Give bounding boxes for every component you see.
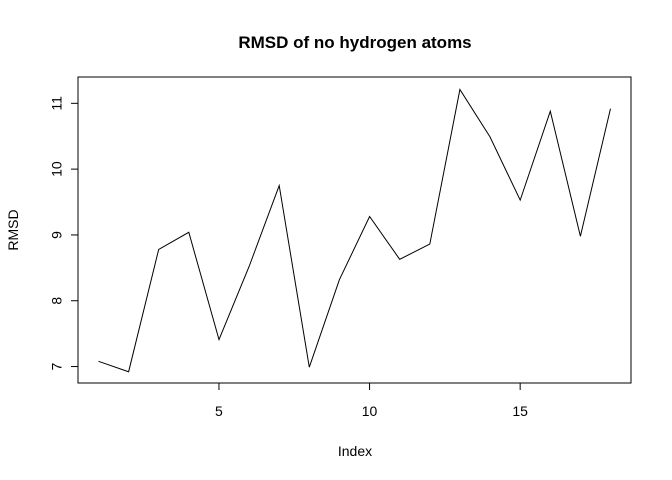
chart-title: RMSD of no hydrogen atoms <box>238 33 471 52</box>
y-tick-label: 8 <box>49 297 65 305</box>
y-tick-label: 10 <box>49 161 65 177</box>
x-tick-label: 15 <box>512 403 528 419</box>
y-tick-label: 7 <box>49 362 65 370</box>
x-tick-label: 5 <box>215 403 223 419</box>
x-axis-label: Index <box>338 443 372 459</box>
x-axis: 5 10 15 <box>215 382 528 419</box>
x-tick-label: 10 <box>362 403 378 419</box>
y-axis-label: RMSD <box>5 209 21 250</box>
y-tick-label: 11 <box>49 96 65 111</box>
y-axis: 7 8 9 10 11 <box>49 96 79 370</box>
y-tick-label: 9 <box>49 231 65 239</box>
series-line <box>98 88 611 373</box>
plot-frame <box>77 76 632 384</box>
